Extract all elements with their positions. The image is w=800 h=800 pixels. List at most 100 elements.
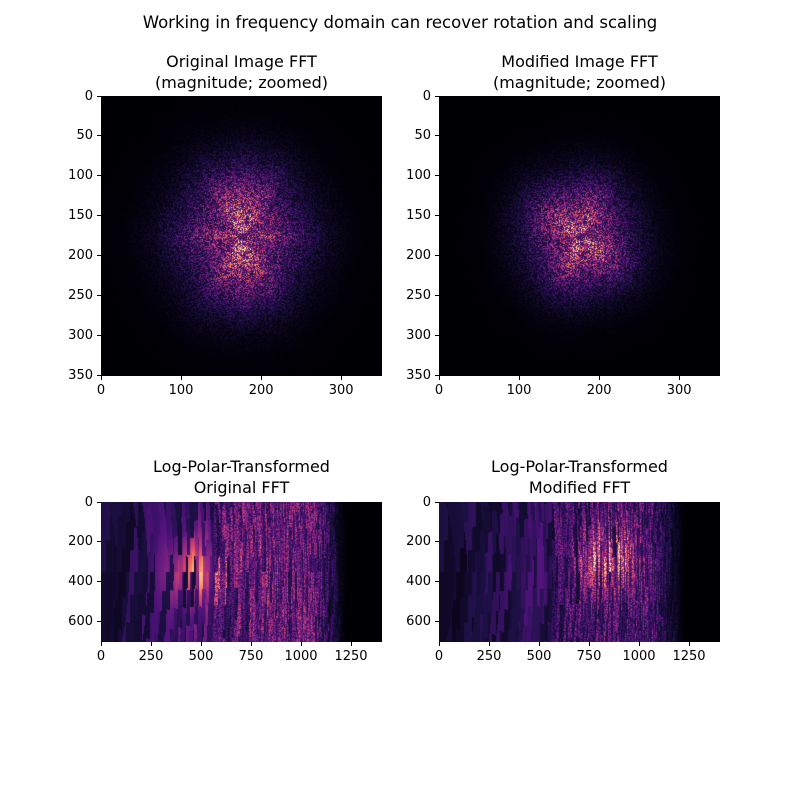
y-tick-label: 0: [84, 494, 93, 510]
x-tick-label: 250: [476, 649, 502, 664]
y-tick-mark: [435, 135, 439, 137]
y-tick-label: 300: [406, 327, 431, 343]
y-tick-mark: [97, 620, 101, 622]
x-tick-label: 0: [434, 383, 444, 398]
y-tick-mark: [435, 294, 439, 296]
y-tick-mark: [97, 135, 101, 137]
x-tick-label: 200: [586, 383, 612, 398]
orig-logpolar-axes: [101, 502, 382, 642]
y-tick-label: 0: [422, 88, 431, 104]
y-tick-label: 350: [68, 367, 93, 383]
y-tick-mark: [97, 255, 101, 257]
mod-logpolar-title-line1: Log-Polar-Transformed: [491, 457, 668, 476]
y-tick-label: 0: [422, 494, 431, 510]
mod-logpolar-axes: [439, 502, 720, 642]
y-tick-mark: [97, 95, 101, 97]
x-tick-label: 300: [328, 383, 354, 398]
mod-fft-axes: [439, 96, 720, 376]
x-tick-label: 100: [506, 383, 532, 398]
y-tick-label: 200: [406, 248, 431, 264]
orig-fft-title-line2: (magnitude; zoomed): [154, 73, 329, 92]
y-tick-mark: [435, 374, 439, 376]
y-tick-mark: [97, 501, 101, 503]
y-tick-mark: [97, 175, 101, 177]
y-tick-mark: [435, 175, 439, 177]
mod-logpolar-title: Log-Polar-Transformed Modified FFT: [439, 456, 720, 498]
y-tick-label: 150: [406, 208, 431, 224]
y-tick-label: 250: [406, 287, 431, 303]
x-tick-label: 0: [96, 649, 106, 664]
y-tick-label: 200: [68, 534, 93, 550]
y-tick-mark: [97, 580, 101, 582]
x-tick-mark: [150, 642, 152, 646]
mod-fft-title-line1: Modified Image FFT: [501, 52, 658, 71]
orig-fft-axes: [101, 96, 382, 376]
x-tick-mark: [300, 642, 302, 646]
x-tick-mark: [260, 376, 262, 380]
x-tick-label: 300: [666, 383, 692, 398]
x-tick-label: 100: [168, 383, 194, 398]
x-tick-label: 200: [248, 383, 274, 398]
x-tick-label: 0: [96, 383, 106, 398]
y-tick-label: 50: [76, 128, 93, 144]
x-tick-label: 1250: [672, 649, 706, 664]
y-tick-label: 400: [68, 573, 93, 589]
orig-fft-title: Original Image FFT (magnitude; zoomed): [101, 51, 382, 93]
x-tick-label: 250: [138, 649, 164, 664]
y-tick-label: 350: [406, 367, 431, 383]
x-tick-label: 750: [238, 649, 264, 664]
x-tick-mark: [588, 642, 590, 646]
x-tick-label: 0: [434, 649, 444, 664]
x-tick-mark: [598, 376, 600, 380]
y-tick-mark: [435, 501, 439, 503]
x-tick-mark: [688, 642, 690, 646]
x-tick-mark: [638, 642, 640, 646]
y-tick-label: 400: [406, 573, 431, 589]
x-tick-mark: [438, 642, 440, 646]
y-tick-mark: [435, 541, 439, 543]
x-tick-label: 500: [188, 649, 214, 664]
y-tick-mark: [435, 620, 439, 622]
y-tick-mark: [97, 215, 101, 217]
y-tick-label: 50: [414, 128, 431, 144]
orig-fft-heatmap: [101, 96, 382, 376]
x-tick-mark: [538, 642, 540, 646]
x-tick-label: 1000: [284, 649, 318, 664]
y-tick-mark: [435, 334, 439, 336]
x-tick-mark: [518, 376, 520, 380]
mod-logpolar-heatmap: [439, 502, 720, 642]
y-tick-label: 600: [68, 613, 93, 629]
x-tick-mark: [678, 376, 680, 380]
x-tick-mark: [100, 642, 102, 646]
y-tick-label: 200: [406, 534, 431, 550]
x-tick-label: 500: [526, 649, 552, 664]
x-tick-mark: [350, 642, 352, 646]
x-tick-mark: [488, 642, 490, 646]
orig-logpolar-heatmap: [101, 502, 382, 642]
y-tick-label: 300: [68, 327, 93, 343]
y-tick-mark: [97, 541, 101, 543]
orig-logpolar-title: Log-Polar-Transformed Original FFT: [101, 456, 382, 498]
mod-fft-title-line2: (magnitude; zoomed): [492, 73, 667, 92]
x-tick-mark: [100, 376, 102, 380]
x-tick-mark: [180, 376, 182, 380]
y-tick-mark: [97, 374, 101, 376]
y-tick-mark: [97, 334, 101, 336]
orig-logpolar-title-line2: Original FFT: [193, 478, 290, 497]
y-tick-mark: [435, 95, 439, 97]
x-tick-label: 750: [576, 649, 602, 664]
y-tick-label: 250: [68, 287, 93, 303]
x-tick-mark: [200, 642, 202, 646]
y-tick-mark: [435, 580, 439, 582]
y-tick-mark: [435, 215, 439, 217]
y-tick-mark: [97, 294, 101, 296]
x-tick-mark: [438, 376, 440, 380]
mod-fft-title: Modified Image FFT (magnitude; zoomed): [439, 51, 720, 93]
y-tick-label: 100: [68, 168, 93, 184]
mod-logpolar-title-line2: Modified FFT: [528, 478, 631, 497]
y-tick-label: 600: [406, 613, 431, 629]
y-tick-mark: [435, 255, 439, 257]
orig-fft-title-line1: Original Image FFT: [166, 52, 317, 71]
y-tick-label: 200: [68, 248, 93, 264]
orig-logpolar-title-line1: Log-Polar-Transformed: [153, 457, 330, 476]
